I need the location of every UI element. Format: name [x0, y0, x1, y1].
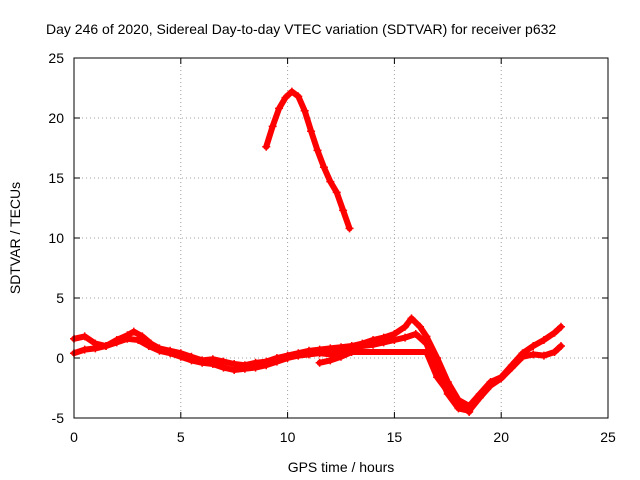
- data-point: [443, 387, 452, 396]
- data-point: [433, 373, 442, 382]
- data-point: [272, 357, 281, 366]
- y-tick-labels: -5 0 5 10 15 20 25: [48, 50, 64, 426]
- data-point: [454, 397, 463, 406]
- data-point: [379, 338, 388, 347]
- data-point: [80, 332, 89, 341]
- data-point: [187, 356, 196, 365]
- data-point: [319, 163, 328, 172]
- data-point: [112, 338, 121, 347]
- series-arc-main-lower: [70, 330, 566, 415]
- y-tick-label: -5: [52, 410, 65, 426]
- data-point: [304, 350, 313, 359]
- data-point: [358, 342, 367, 350]
- x-tick-label: 25: [600, 429, 616, 445]
- data-point: [557, 342, 566, 350]
- data-point: [390, 336, 399, 344]
- data-point: [166, 349, 175, 358]
- data-point: [91, 344, 100, 353]
- series-arc-peak: [262, 87, 354, 233]
- data-point: [407, 314, 416, 323]
- x-tick-label: 15: [387, 429, 403, 445]
- data-point: [262, 361, 271, 370]
- data-point: [313, 146, 322, 155]
- data-point: [326, 356, 335, 365]
- data-point: [550, 348, 559, 356]
- data-point: [283, 354, 292, 362]
- data-point: [337, 352, 345, 361]
- x-tick-label: 0: [70, 429, 78, 445]
- data-point: [268, 122, 277, 131]
- data-point: [275, 104, 284, 113]
- series-trace: [263, 88, 353, 232]
- data-point: [475, 393, 484, 402]
- data-point: [230, 366, 239, 374]
- data-point: [369, 340, 378, 349]
- x-axis-label: GPS time / hours: [288, 459, 395, 475]
- data-point: [80, 345, 89, 354]
- data-point: [294, 92, 303, 101]
- series-arc-scatter-low: [315, 348, 474, 416]
- data-point: [345, 224, 354, 233]
- data-point: [332, 188, 341, 197]
- y-axis-label: SDTVAR / TECUs: [7, 182, 23, 294]
- data-point: [422, 348, 431, 356]
- data-point: [198, 358, 207, 367]
- data-point: [315, 349, 324, 358]
- data-point: [401, 333, 410, 342]
- data-point: [287, 87, 296, 96]
- data-point: [411, 330, 420, 338]
- x-tick-labels: 0 5 10 15 20 25: [70, 429, 616, 445]
- axis-ticks: [73, 57, 609, 419]
- y-tick-label: 10: [48, 230, 64, 246]
- x-tick-label: 20: [493, 429, 509, 445]
- data-point: [294, 351, 303, 360]
- data-point: [134, 336, 143, 344]
- data-point: [281, 93, 290, 102]
- data-point: [262, 142, 271, 151]
- data-point: [416, 322, 425, 331]
- data-point: [497, 374, 506, 383]
- data-point: [339, 206, 348, 215]
- data-point: [155, 346, 164, 355]
- data-point: [251, 363, 260, 372]
- data-point: [347, 348, 356, 356]
- data-point: [129, 327, 138, 336]
- data-point: [315, 358, 324, 367]
- data-point: [486, 381, 495, 390]
- data-point: [401, 322, 410, 331]
- data-point: [240, 364, 249, 373]
- data-point: [176, 352, 185, 361]
- y-tick-label: 0: [56, 350, 64, 366]
- data-point: [422, 332, 431, 341]
- data-point: [326, 177, 335, 186]
- data-point: [123, 334, 132, 343]
- y-tick-label: 5: [56, 290, 64, 306]
- x-tick-label: 10: [280, 429, 296, 445]
- x-tick-label: 5: [177, 429, 185, 445]
- data-point: [102, 342, 111, 350]
- data-point: [507, 363, 516, 372]
- data-point: [208, 360, 217, 368]
- chart-title: Day 246 of 2020, Sidereal Day-to-day VTE…: [46, 21, 556, 37]
- grid: [74, 58, 608, 418]
- data-point: [300, 106, 309, 115]
- data-point: [539, 351, 548, 360]
- data-point: [529, 342, 538, 350]
- data-point: [144, 342, 153, 350]
- y-tick-label: 15: [48, 170, 64, 186]
- data-point: [307, 127, 316, 136]
- y-tick-label: 25: [48, 50, 64, 66]
- data-point: [557, 322, 566, 331]
- data-points: [70, 87, 566, 416]
- y-tick-label: 20: [48, 110, 64, 126]
- data-point: [529, 350, 538, 359]
- data-point: [422, 339, 431, 348]
- data-point: [539, 336, 548, 344]
- data-point: [465, 408, 474, 416]
- data-point: [219, 363, 228, 372]
- data-point: [518, 352, 527, 361]
- data-point: [550, 328, 559, 337]
- data-point: [454, 404, 463, 413]
